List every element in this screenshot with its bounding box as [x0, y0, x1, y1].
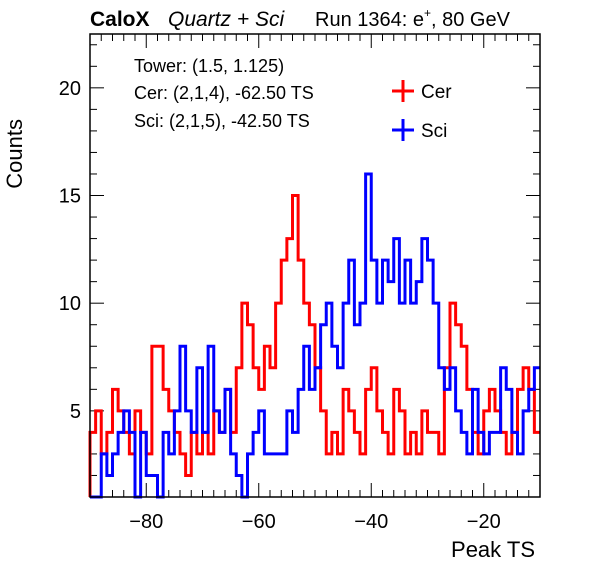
brand-label: CaloX: [90, 8, 150, 31]
svg-text:CaloX: CaloX: [90, 8, 150, 31]
tick-labels: −80 −60 −40 −20 5 10 15 20: [59, 78, 501, 533]
x-tick-label: −60: [242, 511, 276, 533]
info-sci: Sci: (2,1,5), -42.50 TS: [134, 111, 310, 131]
histogram-series: [88, 172, 540, 499]
plot-frame: [89, 33, 541, 498]
info-tower: Tower: (1.5, 1.125): [134, 56, 284, 76]
series-line-cer: [88, 194, 540, 497]
legend: Cer Sci: [392, 80, 452, 142]
legend-label-cer: Cer: [421, 82, 452, 103]
x-tick-label: −80: [129, 511, 163, 533]
legend-item-cer: Cer: [392, 80, 452, 103]
y-tick-label: 15: [59, 186, 81, 208]
legend-label-sci: Sci: [421, 121, 447, 142]
y-tick-label: 10: [59, 293, 81, 315]
run-energy: , 80 GeV: [431, 9, 511, 31]
y-axis-title: Counts: [2, 119, 27, 189]
subtitle-label: Quartz + Sci: [168, 8, 285, 31]
x-tick-label: −40: [354, 511, 388, 533]
legend-item-sci: Sci: [392, 119, 447, 142]
run-label: Run 1364: e+, 80 GeV: [315, 6, 511, 31]
x-axis-title: Peak TS: [451, 537, 535, 562]
run-text: Run 1364: e: [315, 9, 424, 31]
y-tick-label: 20: [59, 78, 81, 100]
y-tick-label: 5: [70, 401, 81, 423]
info-cer: Cer: (2,1,4), -62.50 TS: [134, 83, 314, 103]
series-line-sci: [90, 172, 540, 499]
run-superscript: +: [424, 6, 431, 20]
x-tick-label: −20: [467, 511, 501, 533]
series-cer: [88, 194, 540, 497]
series-sci: [90, 172, 540, 499]
